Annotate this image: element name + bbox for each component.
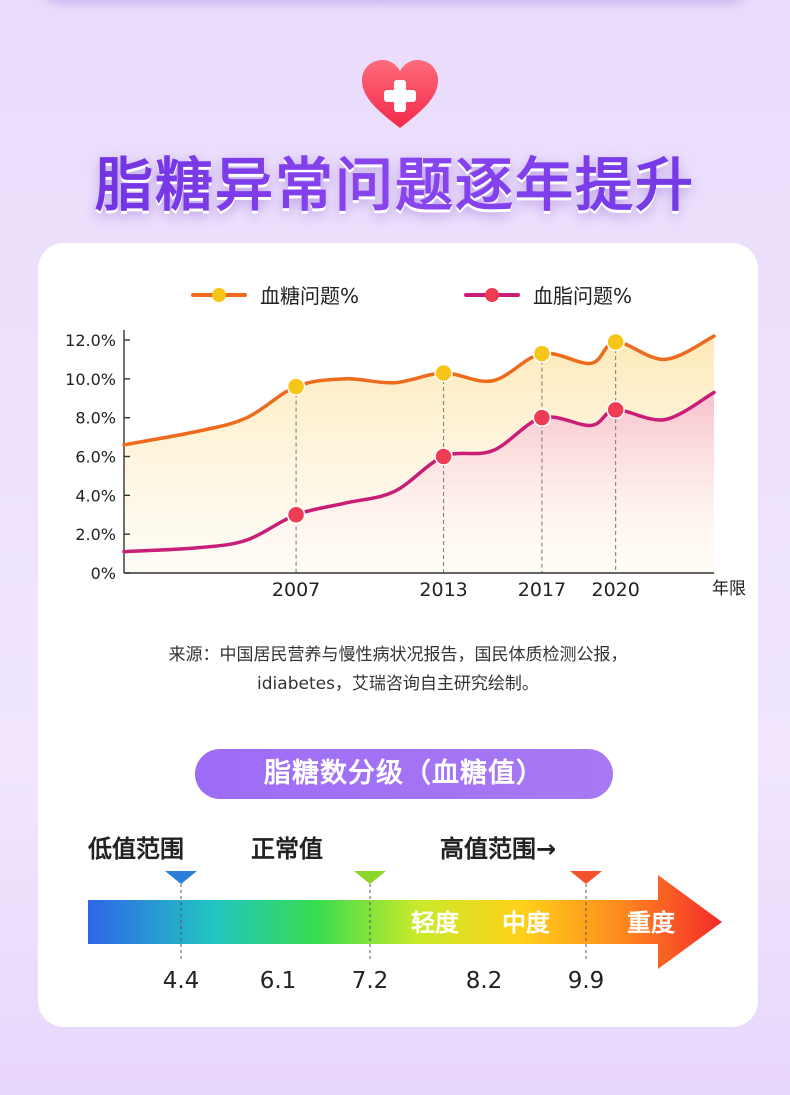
x-axis-unit: 年限 bbox=[712, 579, 746, 599]
zone-high: 高值范围→ bbox=[440, 835, 557, 863]
x-tick-label: 2020 bbox=[591, 579, 639, 601]
data-point bbox=[532, 408, 552, 427]
grading-title: 脂糖数分级（血糖值） bbox=[195, 749, 613, 799]
severity-mild: 轻度 bbox=[411, 909, 460, 937]
line-chart: 血糖问题% 血脂问题% 0% 2.0% 4.0% 6.0% 8.0% 10.0% 12.0% 2… bbox=[65, 284, 746, 601]
grading-arrow-bar bbox=[88, 875, 722, 969]
y-tick-label: 2.0% bbox=[75, 525, 116, 544]
scale-value: 7.2 bbox=[352, 968, 389, 994]
y-tick-label: 12.0% bbox=[65, 331, 116, 350]
chart-card: 血糖问题% 血脂问题% 0% 2.0% 4.0% 6.0% 8.0% 10.0% 12.0% 2… bbox=[38, 243, 758, 1027]
heart-plus-icon bbox=[362, 60, 438, 128]
y-tick-label: 4.0% bbox=[75, 486, 116, 505]
source-line-1: 来源：中国居民营养与慢性病状况报告，国民体质检测公报， bbox=[168, 645, 628, 665]
scale-marker-icon bbox=[165, 871, 197, 884]
y-tick-label: 10.0% bbox=[65, 370, 116, 389]
scale-marker-icon bbox=[354, 871, 386, 884]
data-point bbox=[286, 377, 306, 396]
data-point bbox=[286, 505, 306, 524]
scale-value: 4.4 bbox=[163, 968, 200, 994]
data-point bbox=[434, 447, 453, 466]
grading-scale: 轻度 中度 重度 4.4 6.1 7.2 8.2 9.9 bbox=[88, 871, 722, 994]
zone-normal: 正常值 bbox=[251, 835, 323, 863]
legend-marker bbox=[212, 288, 226, 302]
legend-label: 血脂问题% bbox=[533, 284, 632, 308]
source-note: 来源：中国居民营养与慢性病状况报告，国民体质检测公报， idiabetes，艾瑞… bbox=[78, 641, 718, 699]
scale-value: 6.1 bbox=[260, 968, 297, 994]
data-point bbox=[532, 344, 552, 363]
severity-severe: 重度 bbox=[627, 909, 676, 937]
legend-marker bbox=[485, 288, 499, 302]
zone-low: 低值范围 bbox=[88, 835, 184, 863]
y-tick-label: 0% bbox=[91, 564, 116, 583]
source-line-2: idiabetes，艾瑞咨询自主研究绘制。 bbox=[257, 674, 539, 694]
x-tick-label: 2007 bbox=[272, 579, 320, 601]
scale-value: 8.2 bbox=[466, 968, 503, 994]
data-point bbox=[606, 400, 625, 420]
y-tick-label: 8.0% bbox=[75, 409, 116, 428]
data-point bbox=[434, 363, 453, 383]
scale-marker-icon bbox=[570, 871, 602, 884]
y-tick-label: 6.0% bbox=[75, 448, 116, 467]
x-tick-label: 2017 bbox=[518, 579, 566, 601]
legend-label: 血糖问题% bbox=[260, 284, 359, 308]
scale-value: 9.9 bbox=[568, 968, 605, 994]
page-title: 脂糖异常问题逐年提升 bbox=[0, 138, 790, 222]
data-point bbox=[606, 332, 625, 352]
x-tick-label: 2013 bbox=[419, 579, 467, 601]
severity-moderate: 中度 bbox=[502, 909, 551, 937]
